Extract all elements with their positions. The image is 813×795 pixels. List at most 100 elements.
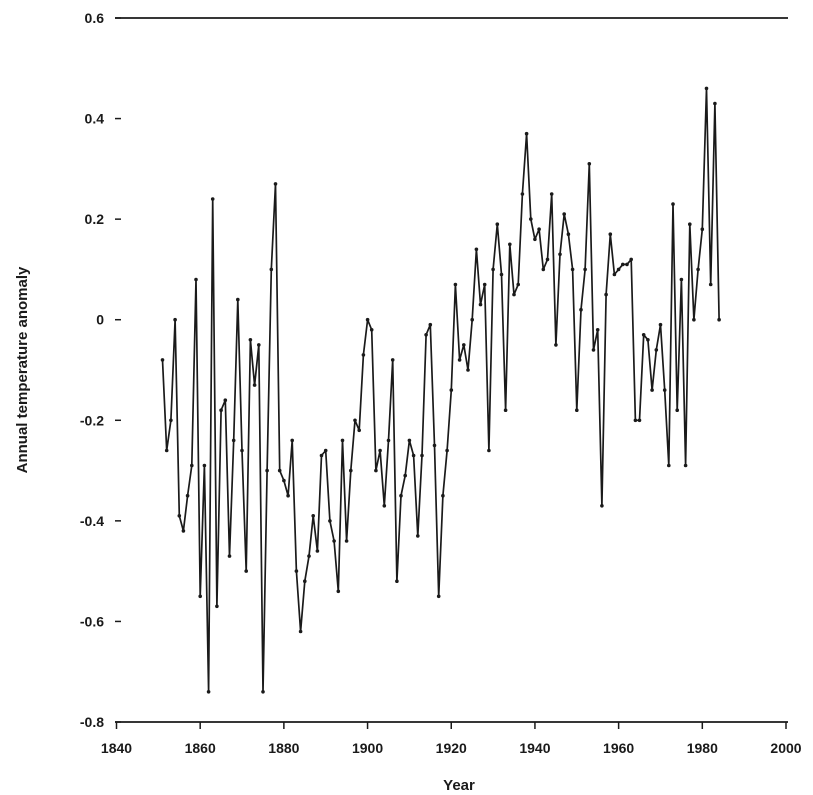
data-point [273, 182, 278, 186]
data-point [495, 222, 500, 226]
data-point [470, 317, 475, 322]
data-point [654, 348, 659, 352]
data-point [223, 398, 228, 403]
data-point [554, 343, 558, 347]
data-point [562, 212, 566, 216]
data-point [600, 504, 604, 508]
data-point [286, 493, 290, 498]
y-tick-label: -0.8 [80, 714, 104, 730]
x-tick-label: 1940 [519, 740, 550, 756]
data-point [424, 333, 428, 337]
data-point [336, 589, 341, 594]
data-point [311, 514, 316, 518]
data-point [445, 448, 449, 453]
data-point [570, 267, 575, 272]
data-point [240, 448, 244, 453]
x-tick-label: 1920 [436, 740, 467, 756]
data-point [277, 468, 282, 473]
data-point [282, 478, 286, 483]
data-point [533, 237, 537, 242]
data-point [206, 690, 211, 694]
y-tick-label: 0.6 [85, 10, 105, 26]
data-point [457, 358, 462, 362]
data-point [675, 408, 679, 413]
data-point [696, 267, 700, 272]
data-point [512, 292, 516, 297]
data-point [713, 101, 717, 106]
data-point [583, 267, 587, 272]
data-point [612, 272, 617, 277]
data-point [529, 217, 533, 221]
data-point [432, 443, 437, 448]
data-point [537, 227, 541, 231]
data-point [303, 579, 307, 583]
data-point [487, 448, 491, 453]
data-point [641, 333, 646, 337]
data-point [541, 267, 546, 272]
data-point [261, 690, 265, 694]
data-point [491, 267, 495, 272]
data-point [520, 192, 525, 196]
data-point [516, 282, 520, 287]
data-point [591, 348, 596, 352]
data-point [608, 232, 613, 236]
data-point [390, 358, 395, 362]
data-point [185, 493, 190, 498]
data-point [315, 549, 320, 553]
data-point [319, 453, 324, 458]
data-point [219, 408, 223, 413]
x-tick-label: 1900 [352, 740, 383, 756]
data-point [403, 473, 408, 478]
data-point [667, 463, 671, 468]
data-point [386, 438, 391, 443]
data-point [621, 262, 625, 267]
data-point [508, 242, 512, 247]
anomaly-series-line [161, 87, 720, 693]
y-tick-label: -0.6 [80, 613, 104, 629]
data-point [252, 383, 257, 387]
data-point [382, 504, 387, 508]
data-point [650, 388, 654, 392]
data-point [646, 338, 650, 342]
data-point [399, 493, 403, 498]
data-point [700, 227, 705, 231]
data-point [499, 272, 504, 277]
data-point [349, 468, 353, 473]
y-tick-label: 0.4 [85, 111, 105, 127]
data-point [629, 257, 633, 262]
data-point [453, 282, 458, 287]
x-axis-title: Year [443, 777, 475, 794]
data-point [407, 438, 412, 443]
y-tick-label: 0 [96, 312, 104, 328]
data-point [482, 282, 487, 287]
data-point [658, 322, 663, 327]
data-point [595, 328, 600, 332]
x-tick-label: 1980 [687, 740, 718, 756]
data-point [436, 594, 441, 599]
data-point [633, 418, 638, 423]
data-point [503, 408, 508, 413]
data-point [683, 463, 688, 468]
data-point [374, 468, 378, 473]
data-point [545, 257, 550, 262]
data-point [269, 267, 274, 272]
data-point [549, 192, 554, 196]
data-point [708, 282, 713, 287]
data-point [420, 453, 424, 458]
data-point [198, 594, 202, 599]
data-point [637, 418, 642, 423]
data-point [662, 388, 667, 392]
data-point [177, 514, 182, 518]
data-point [332, 539, 336, 543]
data-point [575, 408, 579, 413]
data-point [462, 343, 466, 347]
x-tick-label: 1880 [268, 740, 299, 756]
data-point [717, 317, 721, 322]
data-point [323, 448, 328, 453]
x-axis-ticks: 1840 1860 1880 1900 1920 1940 1960 1980 2000 [101, 722, 802, 756]
data-point [344, 539, 349, 543]
data-point [395, 579, 399, 583]
data-point [692, 317, 696, 322]
data-point [290, 438, 295, 443]
data-point [679, 277, 684, 282]
